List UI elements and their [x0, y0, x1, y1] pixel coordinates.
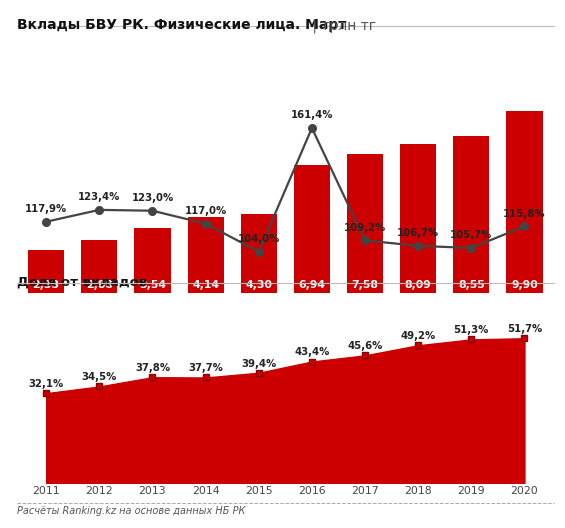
Bar: [400, 144, 436, 293]
Text: | трлн тг: | трлн тг: [308, 18, 376, 33]
Bar: [347, 154, 383, 293]
Bar: [506, 111, 542, 293]
Text: 37,8%: 37,8%: [135, 363, 170, 373]
Text: 104,0%: 104,0%: [237, 234, 280, 244]
Text: 123,0%: 123,0%: [131, 193, 173, 203]
Bar: [81, 240, 118, 293]
Text: 4,14: 4,14: [192, 280, 219, 290]
Text: 51,7%: 51,7%: [507, 324, 542, 334]
Text: 2,88: 2,88: [86, 280, 113, 290]
Legend: Всего, Рост к итогу: Всего, Рост к итогу: [184, 319, 386, 341]
Text: 7,58: 7,58: [351, 280, 379, 290]
Text: 45,6%: 45,6%: [347, 341, 383, 351]
Text: Вклады БВУ РК. Физические лица. Март: Вклады БВУ РК. Физические лица. Март: [17, 18, 346, 33]
Text: 161,4%: 161,4%: [290, 110, 333, 120]
Text: 51,3%: 51,3%: [454, 325, 489, 335]
Text: 49,2%: 49,2%: [401, 331, 436, 341]
Bar: [453, 136, 489, 293]
Text: 6,94: 6,94: [298, 280, 325, 290]
Text: 115,8%: 115,8%: [503, 209, 546, 219]
Bar: [241, 214, 277, 293]
Bar: [294, 165, 330, 293]
Text: 9,90: 9,90: [511, 280, 538, 290]
Bar: [134, 228, 171, 293]
Text: 8,55: 8,55: [458, 280, 485, 290]
Text: 106,7%: 106,7%: [397, 228, 439, 238]
Text: 43,4%: 43,4%: [294, 347, 329, 357]
Text: 37,7%: 37,7%: [188, 363, 223, 373]
Text: Доля от вкладов: Доля от вкладов: [17, 276, 147, 289]
Text: 4,30: 4,30: [245, 280, 272, 290]
Text: 34,5%: 34,5%: [81, 372, 117, 382]
Text: 3,54: 3,54: [139, 280, 166, 290]
Text: 117,9%: 117,9%: [25, 204, 67, 214]
Bar: [28, 250, 64, 293]
Text: 39,4%: 39,4%: [241, 359, 276, 369]
Text: 2,33: 2,33: [33, 280, 60, 290]
Text: 117,0%: 117,0%: [185, 206, 227, 216]
Text: 8,09: 8,09: [405, 280, 432, 290]
Text: 32,1%: 32,1%: [29, 379, 64, 389]
Bar: [188, 216, 224, 293]
Text: 109,2%: 109,2%: [344, 223, 386, 233]
Text: 123,4%: 123,4%: [78, 192, 120, 202]
Text: 105,7%: 105,7%: [450, 230, 493, 240]
Text: Расчёты Ranking.kz на основе данных НБ РК: Расчёты Ranking.kz на основе данных НБ Р…: [17, 506, 245, 516]
